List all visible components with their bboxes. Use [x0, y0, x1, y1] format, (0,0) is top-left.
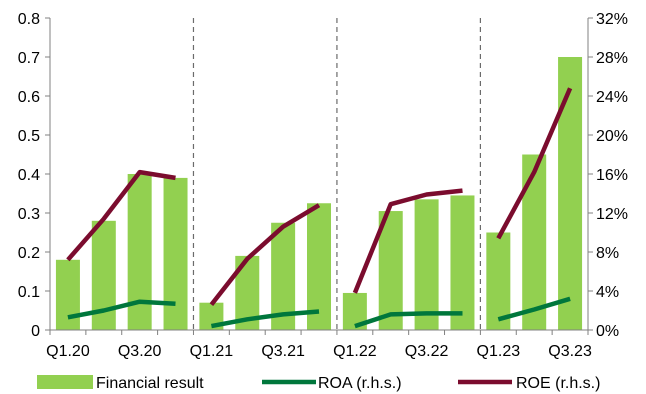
x-tick-label: Q1.22 [333, 343, 377, 360]
right-axis-ticks: 0% 4% 8% 12% 16% 20% 24% 28% 32% [588, 11, 628, 340]
x-tick-label: Q3.22 [405, 343, 449, 360]
bar-Q2.23 [522, 154, 547, 330]
bar-Q3.23 [558, 57, 583, 330]
left-tick-label: 0.8 [18, 11, 40, 28]
left-tick-label: 0.2 [18, 245, 40, 262]
bar-Q4.21 [307, 203, 331, 330]
right-tick-label: 32% [596, 11, 628, 28]
right-tick-label: 0% [596, 323, 619, 340]
line-roe-segment [66, 169, 176, 262]
right-tick-label: 12% [596, 206, 628, 223]
bar-Q1.20 [55, 259, 80, 330]
x-tick-label: Q3.20 [118, 343, 162, 360]
bar-Q3.20 [127, 174, 152, 330]
bar-Q2.22 [378, 211, 403, 330]
left-tick-label: 0 [31, 323, 40, 340]
line-roa-segment [354, 311, 463, 329]
x-tick-label: Q1.20 [46, 343, 90, 360]
legend: Financial result ROA (r.h.s.) ROE (r.h.s.) [37, 375, 600, 392]
left-tick-label: 0.4 [18, 167, 40, 184]
right-tick-label: 8% [596, 245, 619, 262]
line-roa-segment [210, 309, 320, 329]
left-tick-label: 0.1 [18, 284, 40, 301]
left-tick-label: 0.7 [18, 50, 40, 67]
right-tick-label: 4% [596, 284, 619, 301]
x-axis-ticks: Q1.20 Q3.20 Q1.21 Q3.21 Q1.22 Q3.22 Q1.23 Q3.23 [46, 330, 592, 360]
bar-Q4.22 [450, 195, 475, 330]
line-roa-segment [67, 299, 176, 320]
bar-series-financial-result [55, 57, 583, 330]
bar-Q1.23 [486, 232, 511, 330]
x-tick-label: Q1.23 [477, 343, 521, 360]
left-axis-ticks: 0 0.1 0.2 0.3 0.4 0.5 0.6 0.7 0.8 [18, 11, 50, 340]
line-roe-segment [209, 203, 321, 306]
legend-label: Financial result [96, 375, 204, 392]
x-tick-label: Q3.23 [548, 343, 592, 360]
line-roe-segment [352, 188, 463, 294]
bar-Q4.20 [163, 177, 188, 330]
bar-Q3.22 [414, 199, 439, 330]
legend-label: ROE (r.h.s.) [516, 375, 600, 392]
right-tick-label: 28% [596, 50, 628, 67]
x-tick-label: Q1.21 [190, 343, 234, 360]
right-tick-label: 16% [596, 167, 628, 184]
x-tick-label: Q3.21 [261, 343, 305, 360]
left-tick-label: 0.5 [18, 128, 40, 145]
left-tick-label: 0.3 [18, 206, 40, 223]
legend-label: ROA (r.h.s.) [318, 375, 402, 392]
line-roa-segment [497, 296, 571, 322]
line-roe-segment [496, 87, 573, 240]
legend-swatch-financial-result [37, 375, 93, 389]
left-tick-label: 0.6 [18, 89, 40, 106]
right-tick-label: 24% [596, 89, 628, 106]
group-separators [192, 18, 481, 330]
right-tick-label: 20% [596, 128, 628, 145]
line-series [66, 87, 573, 329]
